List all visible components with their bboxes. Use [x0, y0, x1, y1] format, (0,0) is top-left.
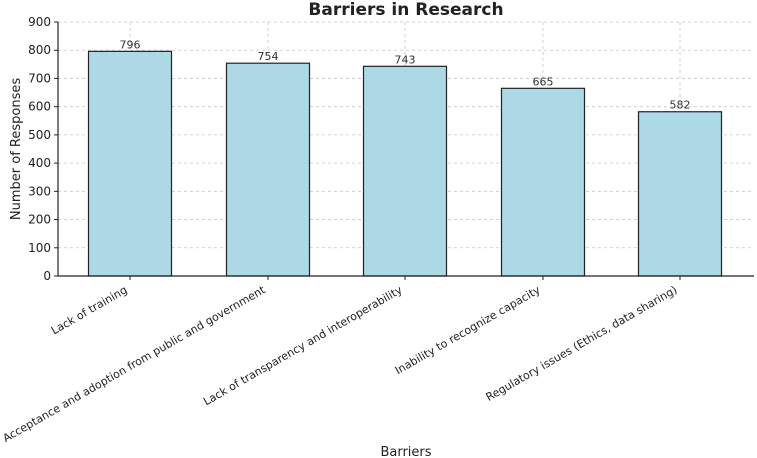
x-tick-label: Inability to recognize capacity: [393, 283, 543, 377]
bar: [637, 111, 723, 277]
y-tick-label: 100: [28, 241, 51, 255]
y-tick-label: 400: [28, 156, 51, 170]
y-tick-label: 300: [28, 184, 51, 198]
chart-title: Barriers in Research: [308, 0, 503, 20]
bar-value-label: 743: [395, 53, 416, 66]
x-tick-label: Acceptance and adoption from public and …: [1, 283, 268, 445]
bar-value-label: 582: [670, 99, 691, 112]
bar-value-label: 754: [258, 50, 279, 63]
y-axis-ticks: 0 100 200 300 400 500 600 700 800 900: [28, 15, 58, 283]
y-tick-label: 200: [28, 213, 51, 227]
y-tick-label: 700: [28, 71, 51, 85]
bar-value-label: 665: [533, 75, 554, 88]
bar-value-label: 796: [120, 38, 141, 51]
y-tick-label: 600: [28, 100, 51, 114]
y-tick-label: 900: [28, 15, 51, 29]
x-axis-label: Barriers: [380, 445, 431, 458]
y-tick-label: 800: [28, 43, 51, 57]
bar: [225, 62, 311, 277]
bars: [87, 50, 723, 277]
y-tick-label: 500: [28, 128, 51, 142]
bar: [362, 65, 448, 277]
x-tick-label: Lack of training: [49, 283, 130, 337]
y-tick-label: 0: [43, 269, 51, 283]
bar: [500, 87, 586, 277]
data-labels: 796 754 743 665 582: [120, 38, 691, 111]
bar: [87, 50, 173, 277]
y-axis-label: Number of Responses: [9, 78, 24, 220]
